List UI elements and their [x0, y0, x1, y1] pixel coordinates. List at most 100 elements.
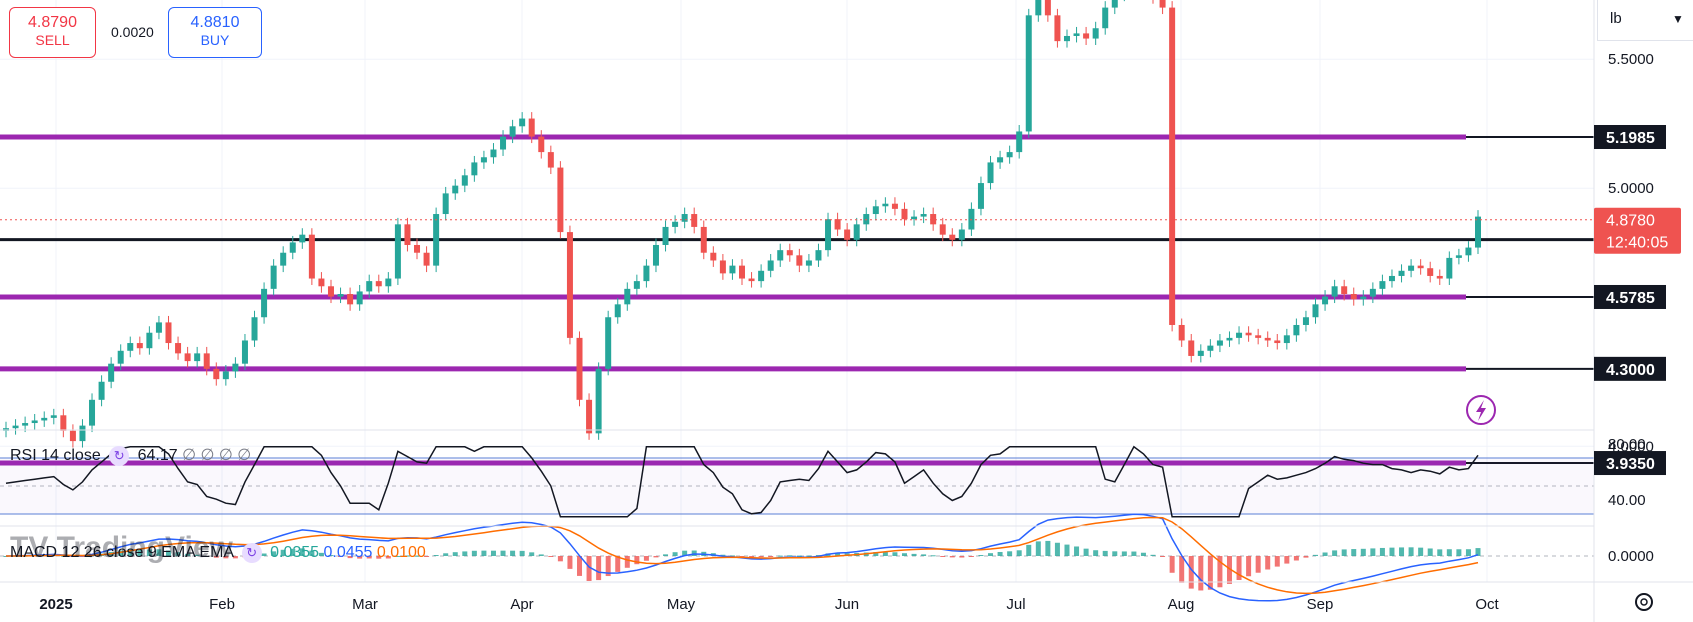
macd-histogram-bar	[921, 554, 927, 556]
candle-body	[1274, 340, 1281, 344]
candle-body	[299, 234, 306, 243]
candle-body	[60, 415, 67, 431]
candle-body	[1083, 33, 1090, 39]
candle-body	[815, 250, 822, 261]
lightning-icon[interactable]	[1466, 395, 1496, 425]
macd-histogram-bar	[1332, 550, 1338, 556]
candle-body	[1465, 247, 1472, 256]
level-label-box	[1594, 284, 1666, 309]
unit-selector[interactable]: lb ▼	[1597, 0, 1693, 41]
macd-histogram-bar	[1188, 556, 1194, 589]
candle-body	[901, 208, 908, 220]
macd-histogram-bar	[1074, 546, 1080, 556]
rsi-label: RSI 14 close	[10, 447, 101, 464]
buy-button[interactable]: 4.8810 BUY	[168, 7, 262, 58]
price-labels: 5.50005.00004.00005.19854.80104.57854.30…	[0, 51, 1681, 565]
candle-body	[194, 353, 201, 362]
rsi-axis-tick: 80.00	[1608, 436, 1646, 453]
macd-histogram-bar	[223, 556, 229, 559]
macd-histogram-bar	[443, 553, 449, 556]
candle-body	[500, 136, 507, 150]
candle-body	[1455, 255, 1462, 258]
candle-body	[652, 244, 659, 266]
candle-body	[643, 265, 650, 282]
macd-histogram-bar	[127, 549, 133, 556]
candle-body	[337, 294, 344, 297]
level-label-box	[1594, 125, 1666, 149]
macd-histogram-bar	[605, 556, 611, 577]
rsi-line	[5, 445, 1479, 518]
time-axis[interactable]: 2025 Feb Mar Apr May Jun Jul Aug Sep Oct	[39, 596, 1499, 613]
gear-icon[interactable]	[1635, 593, 1653, 611]
macd-histogram-bar	[137, 549, 143, 556]
time-axis-label: Jun	[835, 596, 859, 613]
candle-body	[347, 294, 354, 305]
candle-body	[50, 415, 57, 418]
candle-body	[414, 244, 421, 253]
macd-histogram-bar	[185, 553, 191, 556]
macd-histogram-bar	[414, 555, 420, 557]
macd-histogram-bar	[787, 555, 793, 557]
candle-body	[261, 288, 268, 318]
candle-body	[834, 219, 841, 230]
candle-body	[805, 260, 812, 266]
candle-body	[528, 118, 535, 137]
macd-histogram-bar	[1198, 556, 1204, 591]
candle-body	[624, 288, 631, 305]
candle-body	[739, 265, 745, 279]
macd-histogram-bar	[500, 550, 506, 556]
candle-body	[203, 353, 210, 369]
macd-histogram-bar	[777, 555, 783, 557]
candle-body	[719, 260, 726, 274]
grid-lines	[0, 0, 1594, 582]
candle-body	[1006, 152, 1013, 158]
macd-histogram-bar	[663, 554, 669, 556]
macd-histogram-bar	[1083, 548, 1089, 556]
macd-histogram-bar	[892, 552, 898, 556]
rsi-settings-icon[interactable]: ↻	[109, 445, 130, 466]
candle-body	[729, 265, 736, 274]
candle-body	[1408, 265, 1415, 271]
candle-body	[308, 234, 315, 279]
macd-histogram-bar	[1303, 556, 1309, 558]
candle-body	[1369, 288, 1376, 297]
candle-body	[394, 224, 401, 279]
rsi-legend[interactable]: RSI 14 close ↻ 64.17 ∅ ∅ ∅ ∅	[10, 445, 251, 466]
candle-body	[1475, 216, 1481, 248]
candle-body	[1236, 332, 1243, 338]
macd-histogram-bar	[175, 552, 181, 556]
candle-body	[117, 350, 124, 364]
time-axis-label: Apr	[510, 596, 533, 613]
candle-body	[356, 291, 363, 305]
candle-body	[433, 214, 440, 266]
macd-settings-icon[interactable]: ↻	[241, 543, 262, 563]
candle-body	[1102, 7, 1109, 29]
macd-histogram-bar	[1265, 556, 1271, 570]
macd-histogram-bar	[366, 556, 372, 559]
candle-body	[490, 149, 497, 158]
candle-body	[605, 317, 612, 369]
candle-body	[213, 368, 220, 380]
macd-histogram-bar	[1102, 550, 1108, 556]
macd-histogram-bar	[1093, 550, 1099, 556]
candle-body	[1388, 275, 1395, 282]
macd-histogram-bar	[567, 556, 573, 569]
macd-histogram-bar	[1160, 556, 1166, 557]
macd-histogram-bar	[1007, 551, 1013, 556]
candle-body	[175, 343, 182, 354]
candle-body	[547, 152, 554, 168]
macd-legend[interactable]: MACD 12 26 close 9 EMA EMA ↻ 0.0355 0.04…	[10, 543, 426, 563]
candle-body	[289, 242, 296, 253]
candle-body	[241, 340, 248, 364]
sell-button[interactable]: 4.8790 SELL	[9, 7, 96, 58]
candle-body	[318, 278, 325, 287]
rsi-na-values: ∅ ∅ ∅ ∅	[182, 447, 252, 464]
macd-label: MACD 12 26 close 9 EMA EMA	[10, 544, 234, 562]
candle-body	[146, 332, 153, 349]
macd-histogram-bar	[835, 552, 841, 556]
level-label-box	[1594, 356, 1666, 381]
candle-body	[1283, 335, 1290, 344]
macd-histogram-bar	[1236, 556, 1242, 581]
macd-histogram-bar	[1399, 547, 1405, 556]
